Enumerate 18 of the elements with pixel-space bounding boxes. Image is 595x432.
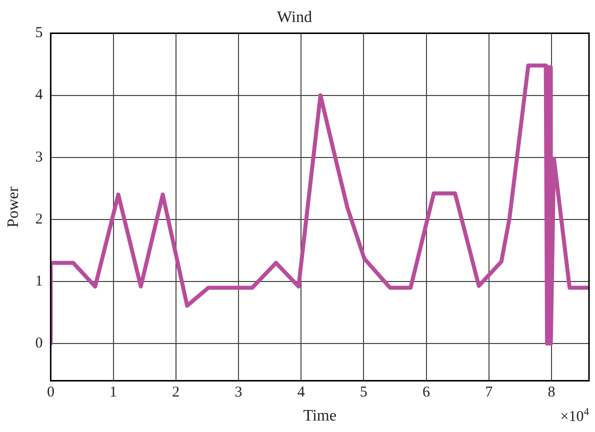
x-tick-label: 0 <box>46 384 54 401</box>
chart-title: Wind <box>277 8 312 26</box>
y-tick-label: 2 <box>35 211 43 228</box>
x-axis-title: Time <box>303 408 336 425</box>
x-tick-label: 2 <box>172 384 180 401</box>
x-tick-label: 1 <box>110 384 118 401</box>
y-tick-label: 1 <box>35 273 43 290</box>
y-axis-title: Power <box>4 186 22 228</box>
x-tick-label: 3 <box>234 384 242 401</box>
y-tick-label: 0 <box>35 335 43 352</box>
y-tick-label: 3 <box>35 149 43 166</box>
x-tick-label: 4 <box>297 384 306 401</box>
y-tick-label: 4 <box>35 87 44 104</box>
x-tick-label: 7 <box>485 384 494 401</box>
x-tick-label: 5 <box>360 384 368 401</box>
x-tick-label: 8 <box>548 384 556 401</box>
y-tick-label: 5 <box>35 25 43 42</box>
x-tick-label: 6 <box>422 384 431 401</box>
